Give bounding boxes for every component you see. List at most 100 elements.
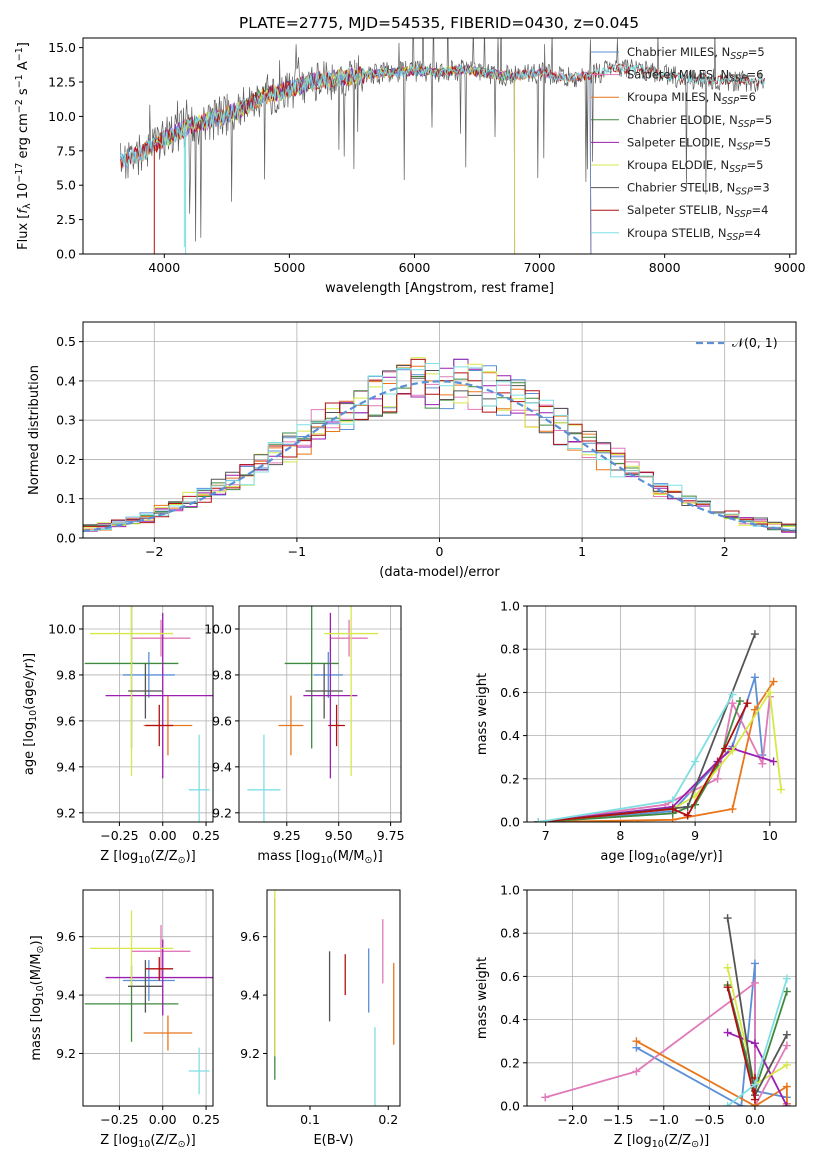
weight-marker <box>777 785 786 794</box>
y-tick-label: 0.8 <box>500 642 520 657</box>
legend-label: 𝒩(0, 1) <box>732 335 778 350</box>
error-bar <box>105 939 213 1016</box>
weight-marker <box>721 744 730 753</box>
x-tick-label: 9 <box>691 828 699 843</box>
y-tick-label: 0.8 <box>500 926 520 941</box>
weight-marker <box>769 677 778 686</box>
y-tick-label: 9.2 <box>56 805 76 820</box>
x-tick-label: 8000 <box>649 260 681 275</box>
x-tick-label: 7 <box>542 828 550 843</box>
x-tick-label: 0 <box>436 544 444 559</box>
x-tick-label: −0.5 <box>694 1112 724 1127</box>
error-bar <box>188 734 210 822</box>
residual-histogram <box>83 363 796 532</box>
x-tick-label: 0.25 <box>192 828 220 843</box>
axes-frame <box>526 605 797 823</box>
axes-frame <box>238 605 402 823</box>
y-axis-label: mass [log10(M/M⊙)] <box>29 935 46 1060</box>
y-tick-label: 12.5 <box>48 75 76 90</box>
panel-z-vs-age: −0.25 0.00 0.25 9.2 9.4 9.6 9.8 10.0 Z [log10(Z/… <box>22 605 220 866</box>
weight-marker <box>723 983 732 992</box>
weight-marker <box>723 1102 732 1106</box>
weight-line <box>538 633 756 822</box>
y-tick-label: 9.2 <box>240 1046 260 1061</box>
spectrum-line <box>120 64 592 254</box>
weight-marker <box>758 759 767 768</box>
weight-marker <box>723 914 732 923</box>
y-tick-label: 9.8 <box>212 667 232 682</box>
error-bar <box>188 1047 210 1095</box>
y-tick-label: 0.5 <box>56 334 76 349</box>
y-tick-label: 0.0 <box>56 247 76 262</box>
y-tick-label: 9.6 <box>212 713 232 728</box>
error-bar <box>324 606 379 777</box>
error-bar <box>89 606 174 777</box>
weight-marker <box>735 697 744 706</box>
y-tick-label: 0.0 <box>56 531 76 546</box>
weight-marker <box>750 1080 759 1089</box>
x-axis-label: (data-model)/error <box>379 565 500 580</box>
y-tick-label: 0.4 <box>500 1012 520 1027</box>
spectrum-line <box>120 62 765 167</box>
legend-label: Salpeter MILES, NSSP=6 <box>627 68 764 85</box>
y-tick-label: 10.0 <box>204 621 232 636</box>
x-tick-label: 9000 <box>774 260 806 275</box>
axes-frame <box>526 889 797 1107</box>
weight-marker <box>750 959 759 968</box>
y-tick-label: 0.3 <box>56 413 76 428</box>
panel-z-vs-mass: −0.25 0.00 0.25 9.2 9.4 9.6 Z [log10(Z/Z⊙)] mas… <box>29 889 220 1150</box>
legend-label: Chabrier STELIB, NSSP=3 <box>627 181 770 198</box>
y-tick-label: 7.5 <box>56 143 76 158</box>
y-tick-label: 0.0 <box>500 815 520 830</box>
legend-label: Kroupa ELODIE, NSSP=5 <box>627 158 764 175</box>
x-axis-label: Z [log10(Z/Z⊙)] <box>100 849 195 866</box>
y-tick-label: 1.0 <box>500 883 520 898</box>
error-bar <box>247 734 281 822</box>
weight-marker <box>782 987 791 996</box>
panel-age-vs-weight: 7 8 9 10 0.0 0.2 0.4 0.6 0.8 1.0 age [log10(age/yr… <box>475 599 797 866</box>
x-tick-label: 1 <box>578 544 586 559</box>
y-axis-label: mass weight <box>475 957 490 1039</box>
weight-marker <box>750 978 759 987</box>
y-tick-label: 0.1 <box>56 491 76 506</box>
weight-marker <box>632 1067 641 1076</box>
weight-series <box>534 690 737 822</box>
weight-marker <box>713 774 722 783</box>
weight-marker <box>668 805 677 814</box>
weight-marker <box>728 805 737 814</box>
weight-marker <box>750 705 759 714</box>
spectrum-line <box>120 64 592 254</box>
plot-area <box>247 606 379 822</box>
weight-marker <box>782 1060 791 1069</box>
spectrum-line <box>120 63 765 168</box>
legend-label: Chabrier ELODIE, NSSP=5 <box>627 113 772 130</box>
y-axis-label: Normed distribution <box>27 365 42 495</box>
error-bar <box>303 612 358 779</box>
weight-marker <box>668 796 677 805</box>
spectrum-line <box>120 64 592 254</box>
weight-series <box>723 974 791 1106</box>
weight-marker <box>750 1095 759 1104</box>
y-axis-label: Flux [fλ 10−17 erg cm−2 s−1 A−1] <box>14 42 33 250</box>
panels: 4000 5000 6000 7000 8000 90000.02.55.07.510.0… <box>14 37 806 1150</box>
x-tick-label: 0.0 <box>745 1112 765 1127</box>
error-bar <box>313 651 343 698</box>
plot-area <box>534 630 786 822</box>
weight-marker <box>765 688 774 697</box>
axes-frame <box>82 605 214 823</box>
y-tick-label: 9.2 <box>56 1046 76 1061</box>
x-tick-label: −2 <box>145 544 163 559</box>
axes-frame <box>82 321 797 539</box>
x-axis-label: Z [log10(Z/Z⊙)] <box>614 1133 709 1150</box>
weight-marker <box>723 1028 732 1037</box>
weight-marker <box>728 699 737 708</box>
x-axis-label: age [log10(age/yr)] <box>600 849 722 866</box>
weight-series <box>723 1028 791 1106</box>
weight-series <box>632 959 791 1106</box>
error-bar <box>131 619 191 657</box>
x-axis-label: Z [log10(Z/Z⊙)] <box>100 1133 195 1150</box>
weight-marker <box>737 1102 746 1106</box>
weight-marker <box>750 630 759 639</box>
plot-area <box>120 38 765 254</box>
y-axis-label: age [log10(age/yr)] <box>22 653 39 775</box>
